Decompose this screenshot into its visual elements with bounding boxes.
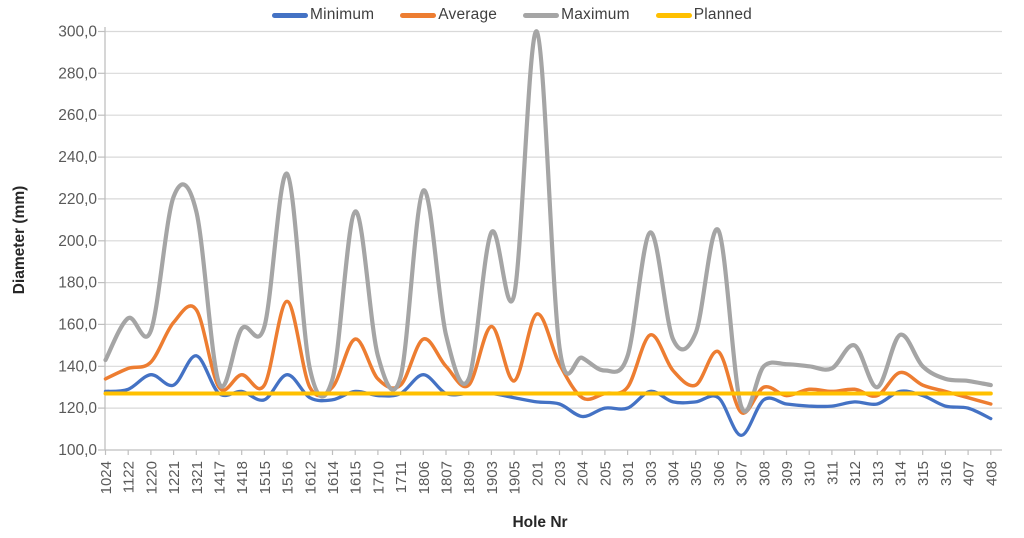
svg-text:1417: 1417: [212, 461, 229, 494]
svg-text:1903: 1903: [484, 461, 501, 494]
svg-text:204: 204: [575, 461, 592, 486]
svg-text:307: 307: [734, 461, 751, 486]
series-line-minimum: [103, 354, 993, 438]
svg-text:1418: 1418: [234, 461, 251, 494]
svg-text:1612: 1612: [302, 461, 319, 494]
svg-text:1221: 1221: [166, 461, 183, 494]
x-axis-labels: 1024 1122 1220 1221 1321 1417 1418 1515 1516 1612…: [98, 461, 1000, 494]
svg-text:203: 203: [552, 461, 569, 486]
svg-text:205: 205: [597, 461, 614, 486]
svg-text:1516: 1516: [280, 461, 297, 494]
series-line-maximum: [103, 29, 993, 414]
svg-text:316: 316: [938, 461, 955, 486]
svg-text:1807: 1807: [439, 461, 456, 494]
svg-text:240,0: 240,0: [58, 149, 97, 166]
svg-text:303: 303: [643, 461, 660, 486]
svg-text:1905: 1905: [507, 461, 524, 494]
svg-text:315: 315: [915, 461, 932, 486]
series-line-average: [103, 299, 993, 415]
svg-text:300,0: 300,0: [58, 24, 97, 41]
svg-text:280,0: 280,0: [58, 65, 97, 82]
svg-text:309: 309: [779, 461, 796, 486]
svg-text:311: 311: [824, 461, 841, 485]
svg-text:1711: 1711: [393, 461, 410, 493]
svg-text:308: 308: [756, 461, 773, 486]
svg-text:201: 201: [529, 461, 546, 486]
svg-text:1220: 1220: [143, 461, 160, 494]
svg-text:1615: 1615: [348, 461, 365, 494]
svg-text:313: 313: [870, 461, 887, 486]
svg-text:304: 304: [666, 461, 683, 486]
svg-text:1809: 1809: [461, 461, 478, 494]
svg-text:220,0: 220,0: [58, 191, 97, 208]
svg-text:310: 310: [802, 461, 819, 486]
svg-text:180,0: 180,0: [58, 275, 97, 292]
svg-text:200,0: 200,0: [58, 233, 97, 250]
y-axis-labels: 100,0 120,0 140,0 160,0 180,0 200,0 220,0 240,0…: [58, 24, 97, 460]
x-axis-title: Hole Nr: [512, 514, 567, 531]
svg-text:1122: 1122: [121, 461, 138, 493]
svg-text:140,0: 140,0: [58, 358, 97, 375]
svg-text:1024: 1024: [98, 461, 115, 494]
svg-text:407: 407: [961, 461, 978, 486]
svg-text:1710: 1710: [370, 461, 387, 494]
svg-text:100,0: 100,0: [58, 442, 97, 459]
svg-text:305: 305: [688, 461, 705, 486]
svg-text:1321: 1321: [189, 461, 206, 494]
svg-text:301: 301: [620, 461, 637, 486]
svg-text:306: 306: [711, 461, 728, 486]
svg-text:120,0: 120,0: [58, 400, 97, 417]
svg-text:314: 314: [893, 461, 910, 486]
svg-text:160,0: 160,0: [58, 316, 97, 333]
svg-text:312: 312: [847, 461, 864, 486]
series-lines: [103, 29, 993, 438]
y-axis-title: Diameter (mm): [11, 186, 28, 295]
svg-text:1806: 1806: [416, 461, 433, 494]
svg-text:1515: 1515: [257, 461, 274, 494]
svg-text:408: 408: [983, 461, 1000, 486]
svg-text:260,0: 260,0: [58, 107, 97, 124]
svg-text:1614: 1614: [325, 461, 342, 494]
